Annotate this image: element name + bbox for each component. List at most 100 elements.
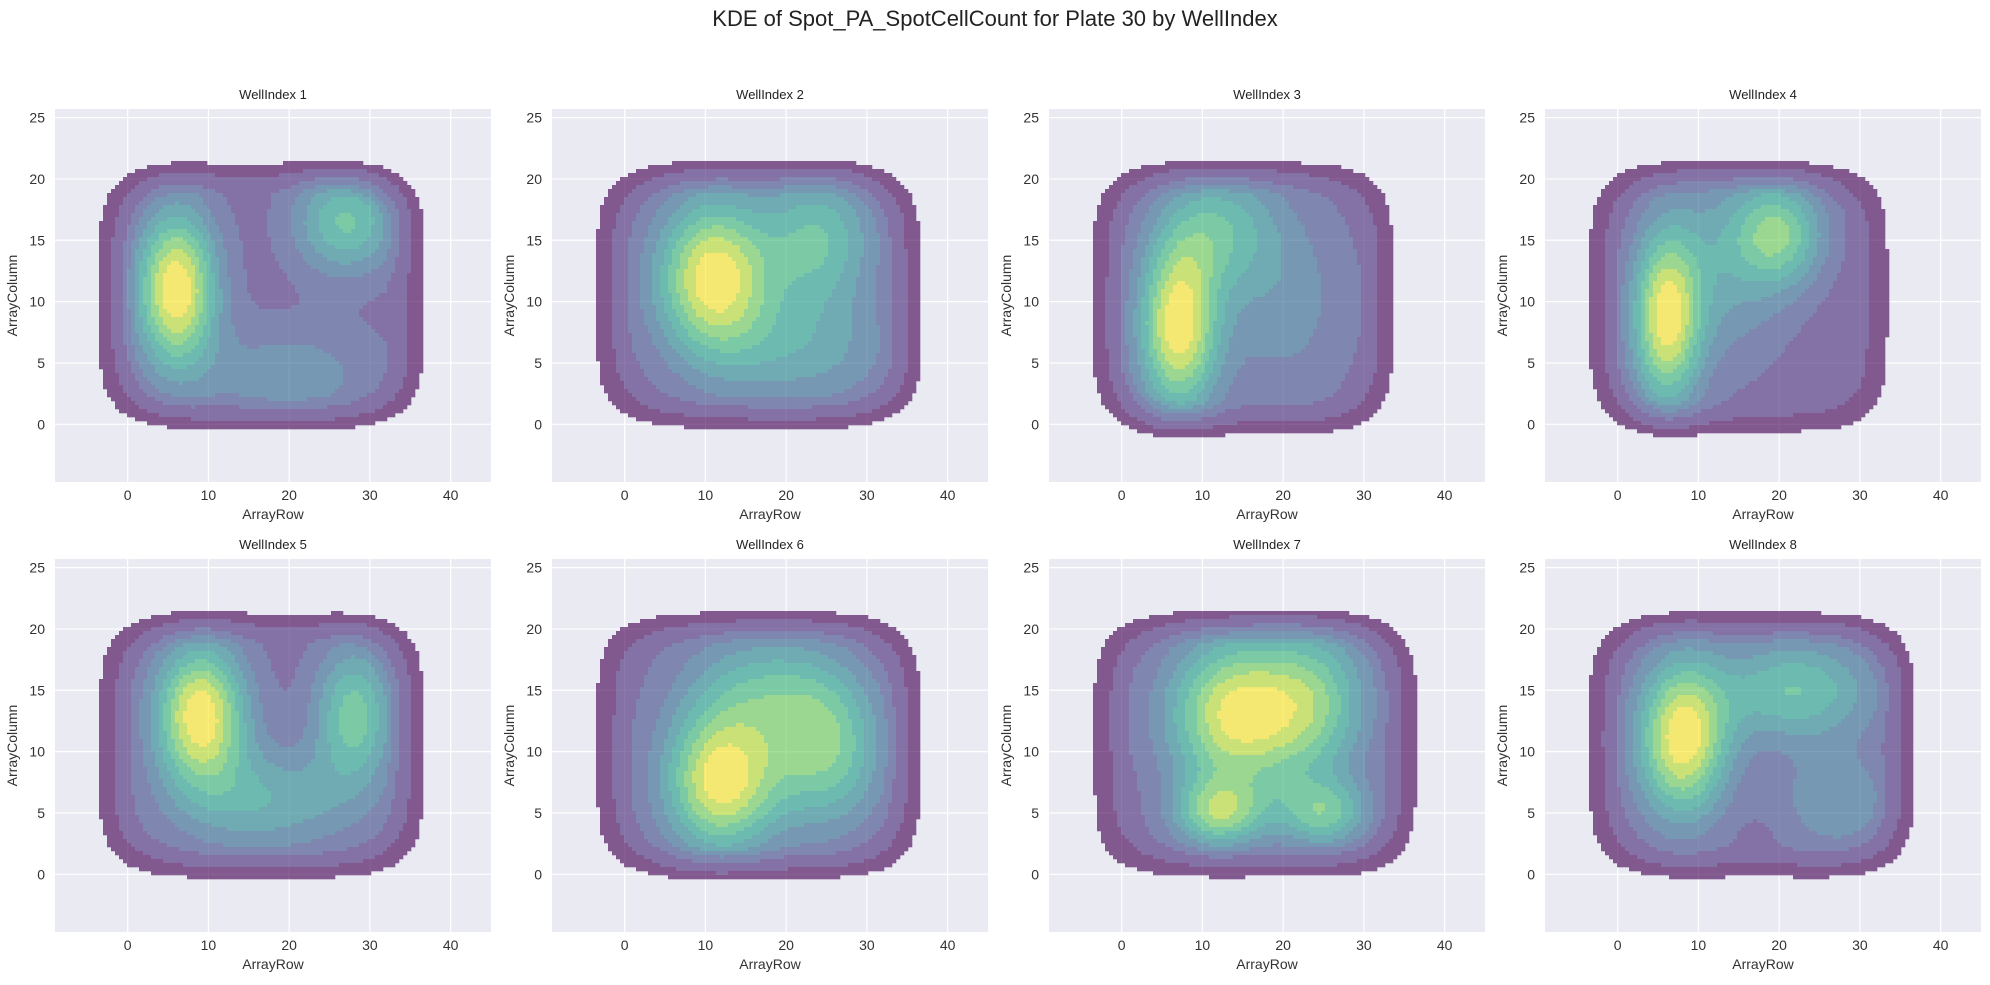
kde-cell <box>227 249 231 253</box>
kde-cell <box>403 337 407 341</box>
kde-cell <box>159 169 163 173</box>
kde-cell <box>211 349 215 353</box>
kde-cell <box>119 229 123 233</box>
kde-cell <box>295 177 299 181</box>
kde-cell <box>311 233 315 237</box>
kde-cell <box>283 229 287 233</box>
kde-cell <box>163 189 167 193</box>
kde-cell <box>99 305 103 309</box>
kde-cell <box>367 397 371 401</box>
kde-cell <box>195 269 199 273</box>
kde-cell <box>107 237 111 241</box>
kde-cell <box>271 369 275 373</box>
kde-cell <box>343 177 347 181</box>
kde-cell <box>171 405 175 409</box>
kde-cell <box>259 309 263 313</box>
kde-cell <box>247 349 251 353</box>
kde-cell <box>283 281 287 285</box>
kde-cell <box>179 265 183 269</box>
kde-cell <box>227 413 231 417</box>
kde-cell <box>299 321 303 325</box>
kde-cell <box>303 261 307 265</box>
kde-cell <box>187 285 191 289</box>
kde-cell <box>235 229 239 233</box>
kde-cell <box>167 229 171 233</box>
kde-cell <box>187 341 191 345</box>
kde-cell <box>195 161 199 165</box>
kde-cell <box>163 365 167 369</box>
kde-cell <box>291 369 295 373</box>
kde-cell <box>367 353 371 357</box>
kde-cell <box>303 377 307 381</box>
kde-cell <box>359 381 363 385</box>
kde-cell <box>103 241 107 245</box>
kde-cell <box>251 417 255 421</box>
kde-cell <box>351 385 355 389</box>
kde-cell <box>191 197 195 201</box>
kde-cell <box>395 365 399 369</box>
kde-cell <box>319 221 323 225</box>
kde-cell <box>335 317 339 321</box>
kde-cell <box>163 257 167 261</box>
kde-cell <box>303 257 307 261</box>
kde-cell <box>379 321 383 325</box>
kde-cell <box>407 217 411 221</box>
kde-cell <box>315 289 319 293</box>
kde-cell <box>359 193 363 197</box>
kde-cell <box>383 305 387 309</box>
kde-cell <box>203 341 207 345</box>
kde-cell <box>383 229 387 233</box>
kde-cell <box>299 185 303 189</box>
kde-cell <box>331 161 335 165</box>
kde-cell <box>179 193 183 197</box>
kde-cell <box>159 357 163 361</box>
kde-cell <box>275 269 279 273</box>
kde-cell <box>103 217 107 221</box>
kde-cell <box>267 393 271 397</box>
kde-cell <box>335 281 339 285</box>
kde-cell <box>347 369 351 373</box>
kde-cell <box>183 381 187 385</box>
kde-cell <box>203 273 207 277</box>
kde-cell <box>179 381 183 385</box>
kde-cell <box>323 353 327 357</box>
kde-cell <box>187 337 191 341</box>
kde-cell <box>339 385 343 389</box>
kde-cell <box>203 217 207 221</box>
kde-cell <box>267 357 271 361</box>
kde-cell <box>387 317 391 321</box>
kde-cell <box>243 221 247 225</box>
kde-cell <box>195 413 199 417</box>
kde-cell <box>363 241 367 245</box>
kde-cell <box>123 213 127 217</box>
kde-cell <box>135 245 139 249</box>
kde-cell <box>367 305 371 309</box>
kde-cell <box>311 161 315 165</box>
kde-cell <box>247 217 251 221</box>
kde-cell <box>215 249 219 253</box>
kde-cell <box>295 249 299 253</box>
kde-cell <box>319 265 323 269</box>
kde-cell <box>291 401 295 405</box>
kde-cell <box>311 389 315 393</box>
kde-cell <box>255 397 259 401</box>
kde-cell <box>215 337 219 341</box>
kde-cell <box>283 169 287 173</box>
kde-cell <box>375 225 379 229</box>
kde-cell <box>111 341 115 345</box>
kde-cell <box>311 221 315 225</box>
kde-cell <box>395 409 399 413</box>
kde-cell <box>135 201 139 205</box>
kde-cell <box>303 209 307 213</box>
kde-cell <box>379 337 383 341</box>
kde-cell <box>267 241 271 245</box>
kde-cell <box>155 201 159 205</box>
kde-cell <box>375 237 379 241</box>
kde-cell <box>243 333 247 337</box>
kde-cell <box>371 409 375 413</box>
kde-cell <box>327 265 331 269</box>
kde-cell <box>311 377 315 381</box>
kde-cell <box>391 285 395 289</box>
kde-cell <box>239 233 243 237</box>
kde-cell <box>311 397 315 401</box>
